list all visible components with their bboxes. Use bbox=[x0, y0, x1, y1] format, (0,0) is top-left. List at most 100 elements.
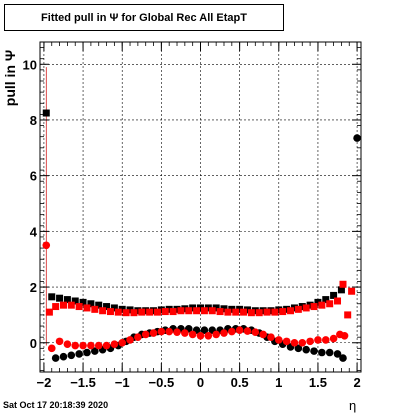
data-point-circle bbox=[302, 345, 310, 354]
data-point-square bbox=[251, 307, 259, 315]
data-point-square bbox=[306, 301, 314, 309]
data-point-square bbox=[83, 304, 91, 312]
data-point-square bbox=[103, 303, 111, 311]
data-point-square bbox=[314, 298, 322, 306]
data-point-square bbox=[220, 305, 228, 313]
data-point-circle bbox=[91, 347, 99, 355]
data-point-circle bbox=[149, 329, 158, 337]
x-tick-label: −1.5 bbox=[70, 375, 96, 390]
data-point-square bbox=[138, 308, 146, 316]
data-point-circle bbox=[235, 326, 244, 335]
data-point-square bbox=[236, 305, 244, 313]
data-point-square bbox=[240, 308, 248, 316]
data-point-square bbox=[287, 307, 295, 315]
data-point-square bbox=[71, 297, 79, 305]
data-point-circle bbox=[79, 341, 87, 350]
x-tick-label: 1 bbox=[275, 375, 282, 390]
data-point-circle bbox=[51, 354, 60, 362]
data-point-square bbox=[294, 305, 302, 313]
data-point-square bbox=[337, 286, 345, 294]
data-point-square bbox=[193, 307, 201, 315]
data-point-circle bbox=[310, 347, 318, 355]
data-point-circle bbox=[83, 348, 91, 357]
data-points bbox=[42, 109, 361, 362]
data-point-circle bbox=[71, 341, 80, 350]
data-point-square bbox=[126, 306, 134, 314]
data-point-square bbox=[48, 293, 56, 301]
data-point-circle bbox=[282, 337, 291, 346]
data-point-square bbox=[255, 309, 263, 317]
x-tick-label: −2 bbox=[37, 375, 52, 390]
tick-labels: −2 −1.5 −1 −0.5 0 0.5 1 1.5 2 0 2 4 6 8 10 bbox=[23, 57, 361, 390]
data-point-square bbox=[157, 306, 165, 314]
x-tick-label: 0.5 bbox=[231, 375, 249, 390]
data-point-square bbox=[318, 301, 326, 309]
x-tick-label: −1 bbox=[115, 375, 130, 390]
data-point-circle bbox=[321, 336, 330, 344]
data-point-square bbox=[118, 305, 126, 313]
data-point-square bbox=[330, 291, 338, 299]
data-point-square bbox=[153, 308, 161, 316]
data-point-square bbox=[79, 298, 87, 306]
y-tick-label: 10 bbox=[23, 57, 37, 72]
y-tick-label: 2 bbox=[30, 280, 37, 295]
data-point-circle bbox=[298, 338, 307, 347]
data-point-circle bbox=[67, 351, 76, 360]
y-tick-label: 0 bbox=[30, 336, 37, 351]
data-point-circle bbox=[318, 348, 326, 357]
x-tick-label: −0.5 bbox=[149, 375, 175, 390]
data-point-circle bbox=[141, 330, 150, 339]
data-point-square bbox=[134, 307, 142, 315]
axis-ticks bbox=[40, 42, 361, 372]
data-point-square bbox=[298, 303, 306, 311]
data-point-square bbox=[110, 304, 118, 312]
data-point-circle bbox=[165, 327, 173, 336]
data-point-circle bbox=[274, 336, 283, 344]
data-point-circle bbox=[47, 344, 56, 353]
data-point-square bbox=[208, 307, 216, 315]
data-point-square bbox=[302, 304, 310, 312]
data-point-circle bbox=[118, 338, 127, 347]
data-point-square bbox=[339, 280, 347, 288]
data-point-square bbox=[322, 296, 330, 304]
data-point-square bbox=[212, 304, 220, 312]
data-point-circle bbox=[102, 341, 111, 350]
data-point-square bbox=[161, 308, 169, 316]
data-point-square bbox=[185, 307, 193, 315]
data-point-square bbox=[177, 307, 185, 315]
data-point-circle bbox=[200, 326, 209, 335]
data-point-square bbox=[63, 296, 71, 304]
data-point-square bbox=[173, 305, 181, 313]
y-tick-label: 6 bbox=[30, 169, 37, 184]
data-point-square bbox=[232, 308, 240, 316]
data-point-square bbox=[216, 308, 224, 316]
data-point-square bbox=[247, 309, 255, 317]
data-point-circle bbox=[228, 327, 236, 336]
data-point-square bbox=[45, 308, 53, 316]
data-point-circle bbox=[294, 344, 303, 353]
data-point-square bbox=[189, 304, 197, 312]
data-point-square bbox=[263, 308, 271, 316]
x-axis-label: η bbox=[349, 398, 357, 413]
data-point-square bbox=[197, 304, 204, 312]
data-point-circle bbox=[59, 352, 68, 361]
datestamp: Sat Oct 17 20:18:39 2020 bbox=[3, 400, 109, 410]
data-point-square bbox=[310, 303, 318, 311]
data-point-circle bbox=[333, 350, 342, 358]
data-point-circle bbox=[340, 331, 349, 340]
data-point-square bbox=[56, 294, 64, 302]
data-point-square bbox=[259, 307, 267, 315]
data-point-square bbox=[165, 305, 173, 313]
data-point-circle bbox=[75, 350, 83, 358]
data-point-square bbox=[122, 309, 130, 317]
x-tick-label: 2 bbox=[353, 375, 360, 390]
data-point-square bbox=[59, 301, 67, 309]
data-point-square bbox=[271, 308, 279, 316]
data-point-square bbox=[99, 307, 107, 315]
data-point-circle bbox=[63, 340, 72, 348]
data-point-square bbox=[204, 304, 212, 312]
data-point-square bbox=[52, 303, 60, 311]
data-point-circle bbox=[339, 354, 347, 362]
data-point-square bbox=[334, 297, 342, 305]
